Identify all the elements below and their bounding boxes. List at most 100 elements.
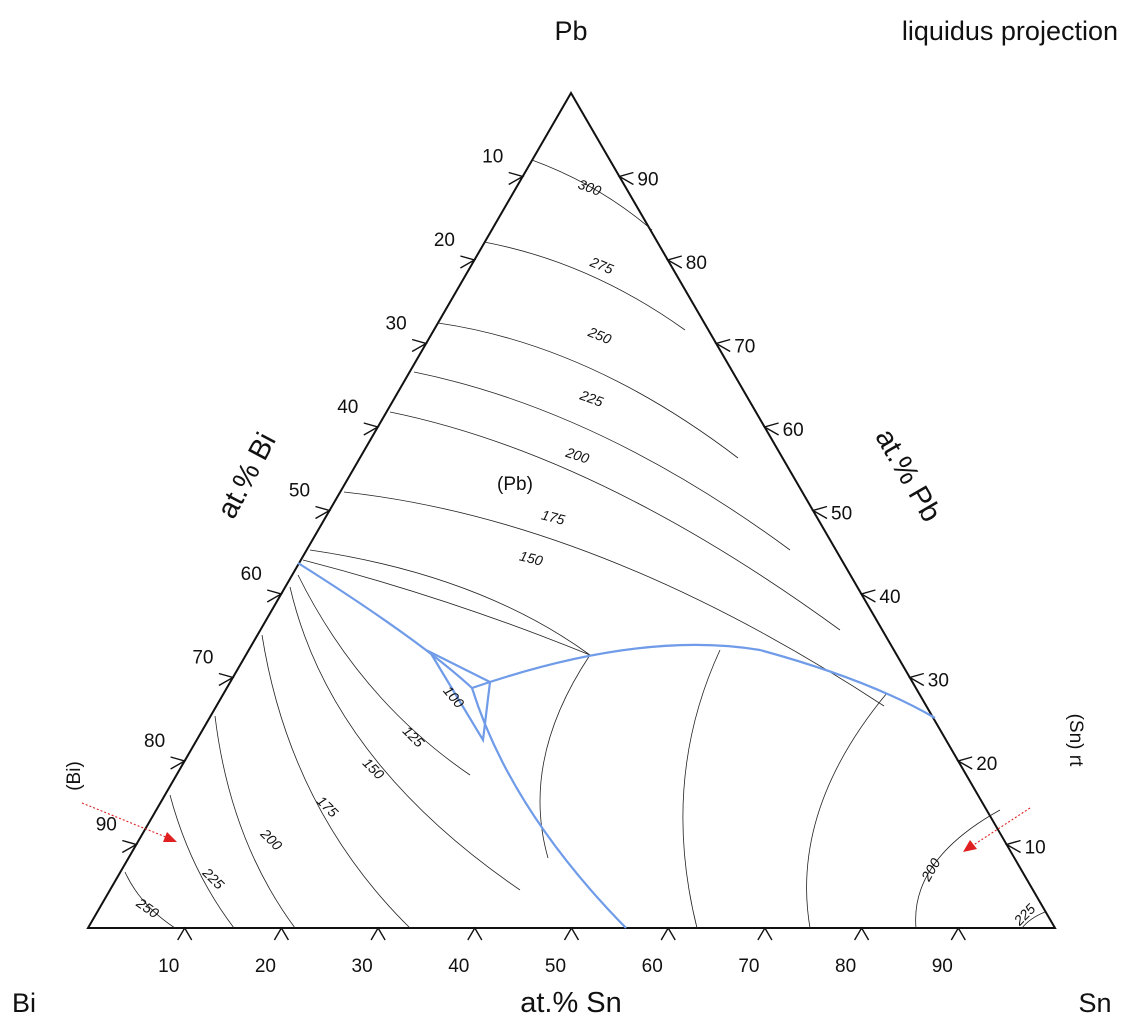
axis-title-bi: at.% Bi bbox=[211, 428, 282, 524]
tick-right-8 bbox=[956, 756, 973, 770]
tick-label-left-6: 60 bbox=[241, 564, 262, 585]
isotherm-300 bbox=[531, 159, 653, 231]
tick-right-9 bbox=[1004, 839, 1021, 854]
tick-bottom-2 bbox=[273, 926, 290, 941]
tick-label-right-1: 90 bbox=[637, 170, 658, 191]
tick-label-left-9: 90 bbox=[96, 815, 117, 836]
tick-left-5 bbox=[315, 505, 332, 520]
tick-left-9 bbox=[121, 839, 139, 854]
isotherms-sn-field bbox=[539, 649, 1046, 929]
diagram-title: liquidus projection bbox=[902, 16, 1118, 46]
bi-arrow-line bbox=[81, 802, 169, 839]
isotherm-200 bbox=[389, 411, 841, 631]
corner-bi: Bi bbox=[12, 988, 36, 1018]
isotherm-bi-125 bbox=[297, 574, 471, 776]
tick-right-1 bbox=[617, 171, 634, 186]
isotherm-225 bbox=[413, 371, 791, 551]
iso-label-pb-225: 225 bbox=[577, 386, 606, 409]
monovariant-lines bbox=[297, 562, 936, 929]
iso-label-pb-250: 250 bbox=[585, 323, 614, 347]
phase-label-pb: (Pb) bbox=[497, 474, 533, 495]
tick-bottom-6 bbox=[660, 926, 676, 941]
iso-label-pb-275: 275 bbox=[587, 253, 616, 277]
iso-label-pb-200: 200 bbox=[563, 444, 591, 467]
tick-label-bottom-3: 30 bbox=[352, 956, 373, 977]
iso-label-bi-125: 125 bbox=[400, 723, 428, 751]
tick-label-right-6: 40 bbox=[879, 587, 900, 608]
tick-bottom-4 bbox=[467, 926, 483, 941]
isotherm-150 bbox=[309, 549, 591, 656]
tick-right-5 bbox=[811, 505, 828, 520]
iso-label-sn-225: 225 bbox=[1010, 900, 1039, 929]
tick-bottom-5 bbox=[563, 926, 580, 941]
phase-label-sn: (Sn) rt bbox=[1065, 714, 1086, 768]
isotherm-sn-b bbox=[682, 649, 721, 929]
tick-left-6 bbox=[266, 589, 283, 603]
isotherm-sn-200 bbox=[915, 809, 1001, 929]
iso-label-bi-175: 175 bbox=[314, 793, 342, 821]
tick-label-left-3: 30 bbox=[386, 314, 407, 335]
tick-labels: 10 10 90 20 20 80 30 30 70 40 40 60 50 50 50 60 60 40 70 70… bbox=[96, 147, 1046, 978]
tick-right-4 bbox=[762, 422, 779, 436]
phase-arrows bbox=[81, 802, 1031, 852]
sn-arrow-line bbox=[971, 807, 1031, 847]
tick-left-7 bbox=[218, 672, 235, 687]
isotherm-bi-175 bbox=[261, 634, 411, 929]
tick-left-4 bbox=[363, 422, 380, 436]
tick-left-2 bbox=[460, 255, 477, 269]
iso-label-pb-175: 175 bbox=[540, 507, 567, 528]
tick-label-right-7: 30 bbox=[928, 671, 949, 692]
tick-left-1 bbox=[508, 171, 525, 186]
isotherm-labels: 300 275 250 225 200 175 150 250 225 200 … bbox=[133, 176, 1039, 929]
tick-bottom-3 bbox=[370, 926, 386, 941]
tick-label-right-9: 10 bbox=[1025, 838, 1046, 859]
tick-label-right-2: 80 bbox=[686, 253, 707, 274]
tick-marks bbox=[121, 171, 1021, 941]
iso-label-pb-150: 150 bbox=[518, 548, 545, 569]
isotherm-150b bbox=[302, 559, 591, 656]
tick-label-right-3: 70 bbox=[734, 337, 755, 358]
tick-label-bottom-4: 40 bbox=[448, 956, 469, 977]
tick-label-right-5: 50 bbox=[831, 504, 852, 525]
tick-label-left-2: 20 bbox=[434, 230, 455, 251]
iso-label-pb-300: 300 bbox=[576, 176, 604, 199]
tick-bottom-8 bbox=[853, 926, 870, 941]
isotherm-bi-200 bbox=[214, 715, 296, 929]
tick-bottom-9 bbox=[950, 926, 966, 941]
phase-label-bi: (Bi) bbox=[64, 761, 85, 791]
tick-right-3 bbox=[714, 338, 731, 353]
tick-label-bottom-8: 80 bbox=[835, 956, 856, 977]
tick-label-bottom-2: 20 bbox=[255, 956, 276, 977]
isotherm-bi-150 bbox=[289, 586, 521, 891]
iso-label-sn-200: 200 bbox=[917, 855, 943, 884]
tick-right-7 bbox=[908, 672, 925, 687]
iso-label-bi-150: 150 bbox=[360, 755, 388, 783]
iso-label-bi-225: 225 bbox=[199, 864, 228, 893]
isotherms-pb-field bbox=[302, 159, 885, 707]
isotherm-175 bbox=[343, 491, 885, 707]
tick-bottom-7 bbox=[757, 926, 773, 941]
bi-arrow-head bbox=[163, 832, 177, 842]
tick-label-left-4: 40 bbox=[337, 397, 358, 418]
tick-label-left-5: 50 bbox=[289, 481, 310, 502]
sn-arrow-head bbox=[963, 840, 977, 852]
isotherm-sn-225 bbox=[1021, 911, 1046, 929]
corner-pb: Pb bbox=[554, 16, 587, 46]
tick-bottom-1 bbox=[177, 926, 193, 941]
monovariant-pb-sn bbox=[471, 643, 936, 719]
iso-label-bi-250: 250 bbox=[133, 894, 162, 921]
axis-title-sn: at.% Sn bbox=[520, 987, 622, 1019]
tick-right-2 bbox=[666, 255, 683, 269]
tick-label-left-7: 70 bbox=[192, 648, 213, 669]
tick-label-bottom-7: 70 bbox=[738, 956, 759, 977]
tick-label-right-4: 60 bbox=[783, 420, 804, 441]
axis-title-pb: at.% Pb bbox=[869, 424, 947, 528]
tick-label-left-1: 10 bbox=[482, 147, 503, 168]
monovariant-bi-sn bbox=[470, 687, 627, 929]
isotherms-bi-field bbox=[124, 574, 521, 929]
isotherm-250 bbox=[437, 322, 739, 459]
iso-label-bi-200: 200 bbox=[257, 825, 286, 854]
tick-left-3 bbox=[411, 338, 428, 353]
tick-label-bottom-5: 50 bbox=[545, 956, 566, 977]
